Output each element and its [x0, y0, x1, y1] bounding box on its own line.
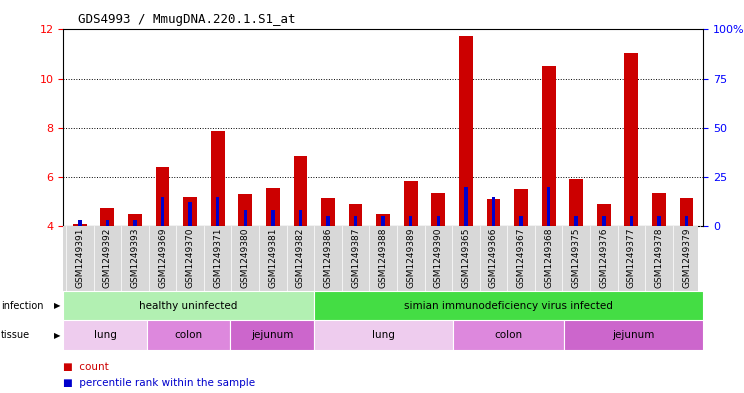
Bar	[147, 320, 230, 350]
Text: GSM1249389: GSM1249389	[406, 228, 415, 288]
Text: colon: colon	[494, 330, 522, 340]
Text: GSM1249380: GSM1249380	[241, 228, 250, 288]
Bar	[574, 216, 578, 226]
Bar	[452, 320, 564, 350]
Bar	[78, 220, 82, 226]
Bar	[106, 220, 109, 226]
Text: infection: infection	[1, 301, 43, 310]
Text: ▶: ▶	[54, 301, 61, 310]
Bar	[492, 196, 496, 226]
Text: GSM1249365: GSM1249365	[461, 228, 470, 288]
Bar	[459, 36, 472, 226]
Bar	[211, 131, 225, 226]
Bar	[404, 180, 417, 226]
Text: ■  percentile rank within the sample: ■ percentile rank within the sample	[63, 378, 255, 388]
Text: GSM1249392: GSM1249392	[103, 228, 112, 288]
Bar	[128, 214, 142, 226]
Text: GSM1249386: GSM1249386	[324, 228, 333, 288]
Text: GSM1249391: GSM1249391	[75, 228, 84, 288]
Bar	[376, 214, 390, 226]
Bar	[183, 196, 197, 226]
Bar	[298, 210, 302, 226]
Bar	[542, 66, 556, 226]
Text: lung: lung	[94, 330, 116, 340]
Bar	[629, 216, 633, 226]
Text: tissue: tissue	[1, 330, 30, 340]
Bar	[230, 320, 314, 350]
Bar	[652, 193, 666, 226]
Bar	[464, 187, 468, 226]
Text: simian immunodeficiency virus infected: simian immunodeficiency virus infected	[404, 301, 613, 310]
Text: GSM1249381: GSM1249381	[269, 228, 278, 288]
Bar	[602, 216, 606, 226]
Text: GSM1249378: GSM1249378	[655, 228, 664, 288]
Bar	[354, 216, 357, 226]
Text: ■  count: ■ count	[63, 362, 109, 373]
Text: GSM1249382: GSM1249382	[296, 228, 305, 288]
Text: GSM1249379: GSM1249379	[682, 228, 691, 288]
Text: GSM1249393: GSM1249393	[130, 228, 139, 288]
Bar	[597, 204, 611, 226]
Bar	[271, 210, 275, 226]
Text: jejunum: jejunum	[251, 330, 293, 340]
Bar	[437, 216, 440, 226]
Bar	[409, 216, 412, 226]
Text: GSM1249371: GSM1249371	[214, 228, 222, 288]
Bar	[155, 167, 170, 226]
Text: GSM1249388: GSM1249388	[379, 228, 388, 288]
Text: GSM1249367: GSM1249367	[516, 228, 525, 288]
Bar	[294, 156, 307, 226]
Text: GSM1249370: GSM1249370	[185, 228, 195, 288]
Text: colon: colon	[174, 330, 202, 340]
Bar	[238, 194, 252, 226]
Bar	[63, 291, 314, 320]
Bar	[266, 188, 280, 226]
Text: GSM1249377: GSM1249377	[627, 228, 636, 288]
Bar	[243, 210, 247, 226]
Text: lung: lung	[372, 330, 394, 340]
Text: GSM1249368: GSM1249368	[544, 228, 553, 288]
Text: GDS4993 / MmugDNA.220.1.S1_at: GDS4993 / MmugDNA.220.1.S1_at	[78, 13, 295, 26]
Bar	[216, 196, 219, 226]
Bar	[624, 53, 638, 226]
Bar	[314, 320, 452, 350]
Bar	[519, 216, 523, 226]
Bar	[679, 198, 693, 226]
Text: GSM1249376: GSM1249376	[600, 228, 609, 288]
Bar	[514, 189, 528, 226]
Bar	[133, 220, 137, 226]
Bar	[432, 193, 445, 226]
Bar	[657, 216, 661, 226]
Text: healthy uninfected: healthy uninfected	[139, 301, 237, 310]
Bar	[564, 320, 703, 350]
Text: GSM1249369: GSM1249369	[158, 228, 167, 288]
Text: GSM1249375: GSM1249375	[571, 228, 581, 288]
Bar	[382, 216, 385, 226]
Bar	[487, 199, 501, 226]
Bar	[100, 208, 115, 226]
Bar	[547, 187, 551, 226]
Bar	[684, 216, 688, 226]
Text: GSM1249387: GSM1249387	[351, 228, 360, 288]
Bar	[314, 291, 703, 320]
Text: GSM1249390: GSM1249390	[434, 228, 443, 288]
Bar	[161, 196, 164, 226]
Bar	[73, 224, 87, 226]
Bar	[327, 216, 330, 226]
Text: jejunum: jejunum	[612, 330, 655, 340]
Bar	[63, 320, 147, 350]
Bar	[321, 198, 335, 226]
Text: ▶: ▶	[54, 331, 61, 340]
Bar	[188, 202, 192, 226]
Bar	[569, 179, 583, 226]
Text: GSM1249366: GSM1249366	[489, 228, 498, 288]
Bar	[349, 204, 362, 226]
